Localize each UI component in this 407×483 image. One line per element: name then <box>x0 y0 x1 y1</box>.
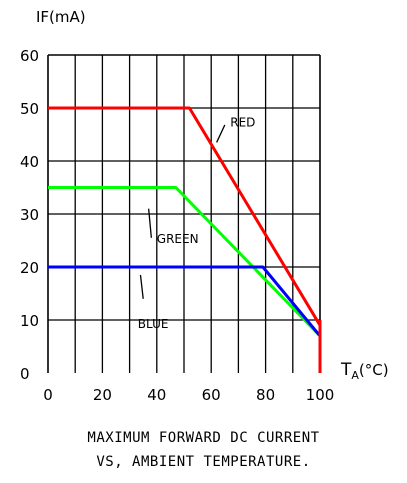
annotation-pointer-red <box>216 124 226 143</box>
series-line-red <box>48 106 322 327</box>
x-axis-label-main: T <box>340 360 352 380</box>
x-tick-label-0: 0 <box>43 386 53 404</box>
y-tick-label-10: 10 <box>20 312 39 330</box>
annotation-label-red: RED <box>230 116 255 130</box>
x-tick-label-100: 100 <box>306 386 335 404</box>
annotation-label-green: GREEN <box>157 232 199 246</box>
y-tick-label-60: 60 <box>20 47 39 65</box>
caption-line-1: MAXIMUM FORWARD DC CURRENT <box>87 430 320 446</box>
series-layer <box>48 106 322 373</box>
series-line-green <box>48 186 322 337</box>
x-axis-label: TA(°C) <box>340 360 389 382</box>
annotation-layer: RED GREEN BLUE <box>138 116 256 331</box>
annotation-pointer-green <box>147 208 153 238</box>
y-axis-label: IF(mA) <box>36 8 86 26</box>
x-tick-label-20: 20 <box>93 386 112 404</box>
y-tick-label-20: 20 <box>20 259 39 277</box>
annotation-pointer-blue <box>139 274 144 299</box>
x-tick-label-40: 40 <box>147 386 166 404</box>
y-tick-label-40: 40 <box>20 153 39 171</box>
grid-layer <box>47 54 321 373</box>
x-axis-label-sub: A <box>351 369 359 382</box>
caption-line-2: VS, AMBIENT TEMPERATURE. <box>96 454 311 470</box>
x-tick-label-60: 60 <box>202 386 221 404</box>
x-axis-label-unit: (°C) <box>359 361 389 379</box>
y-tick-label-50: 50 <box>20 100 39 118</box>
svg-text:TA(°C): TA(°C) <box>340 360 389 382</box>
annotation-label-blue: BLUE <box>138 317 169 331</box>
x-tick-label-80: 80 <box>256 386 275 404</box>
y-tick-label-0: 0 <box>20 365 30 383</box>
tick-layer: 0 10 20 30 40 50 60 0 20 40 60 80 100 <box>20 47 334 404</box>
series-line-blue <box>48 265 322 337</box>
y-tick-label-30: 30 <box>20 206 39 224</box>
